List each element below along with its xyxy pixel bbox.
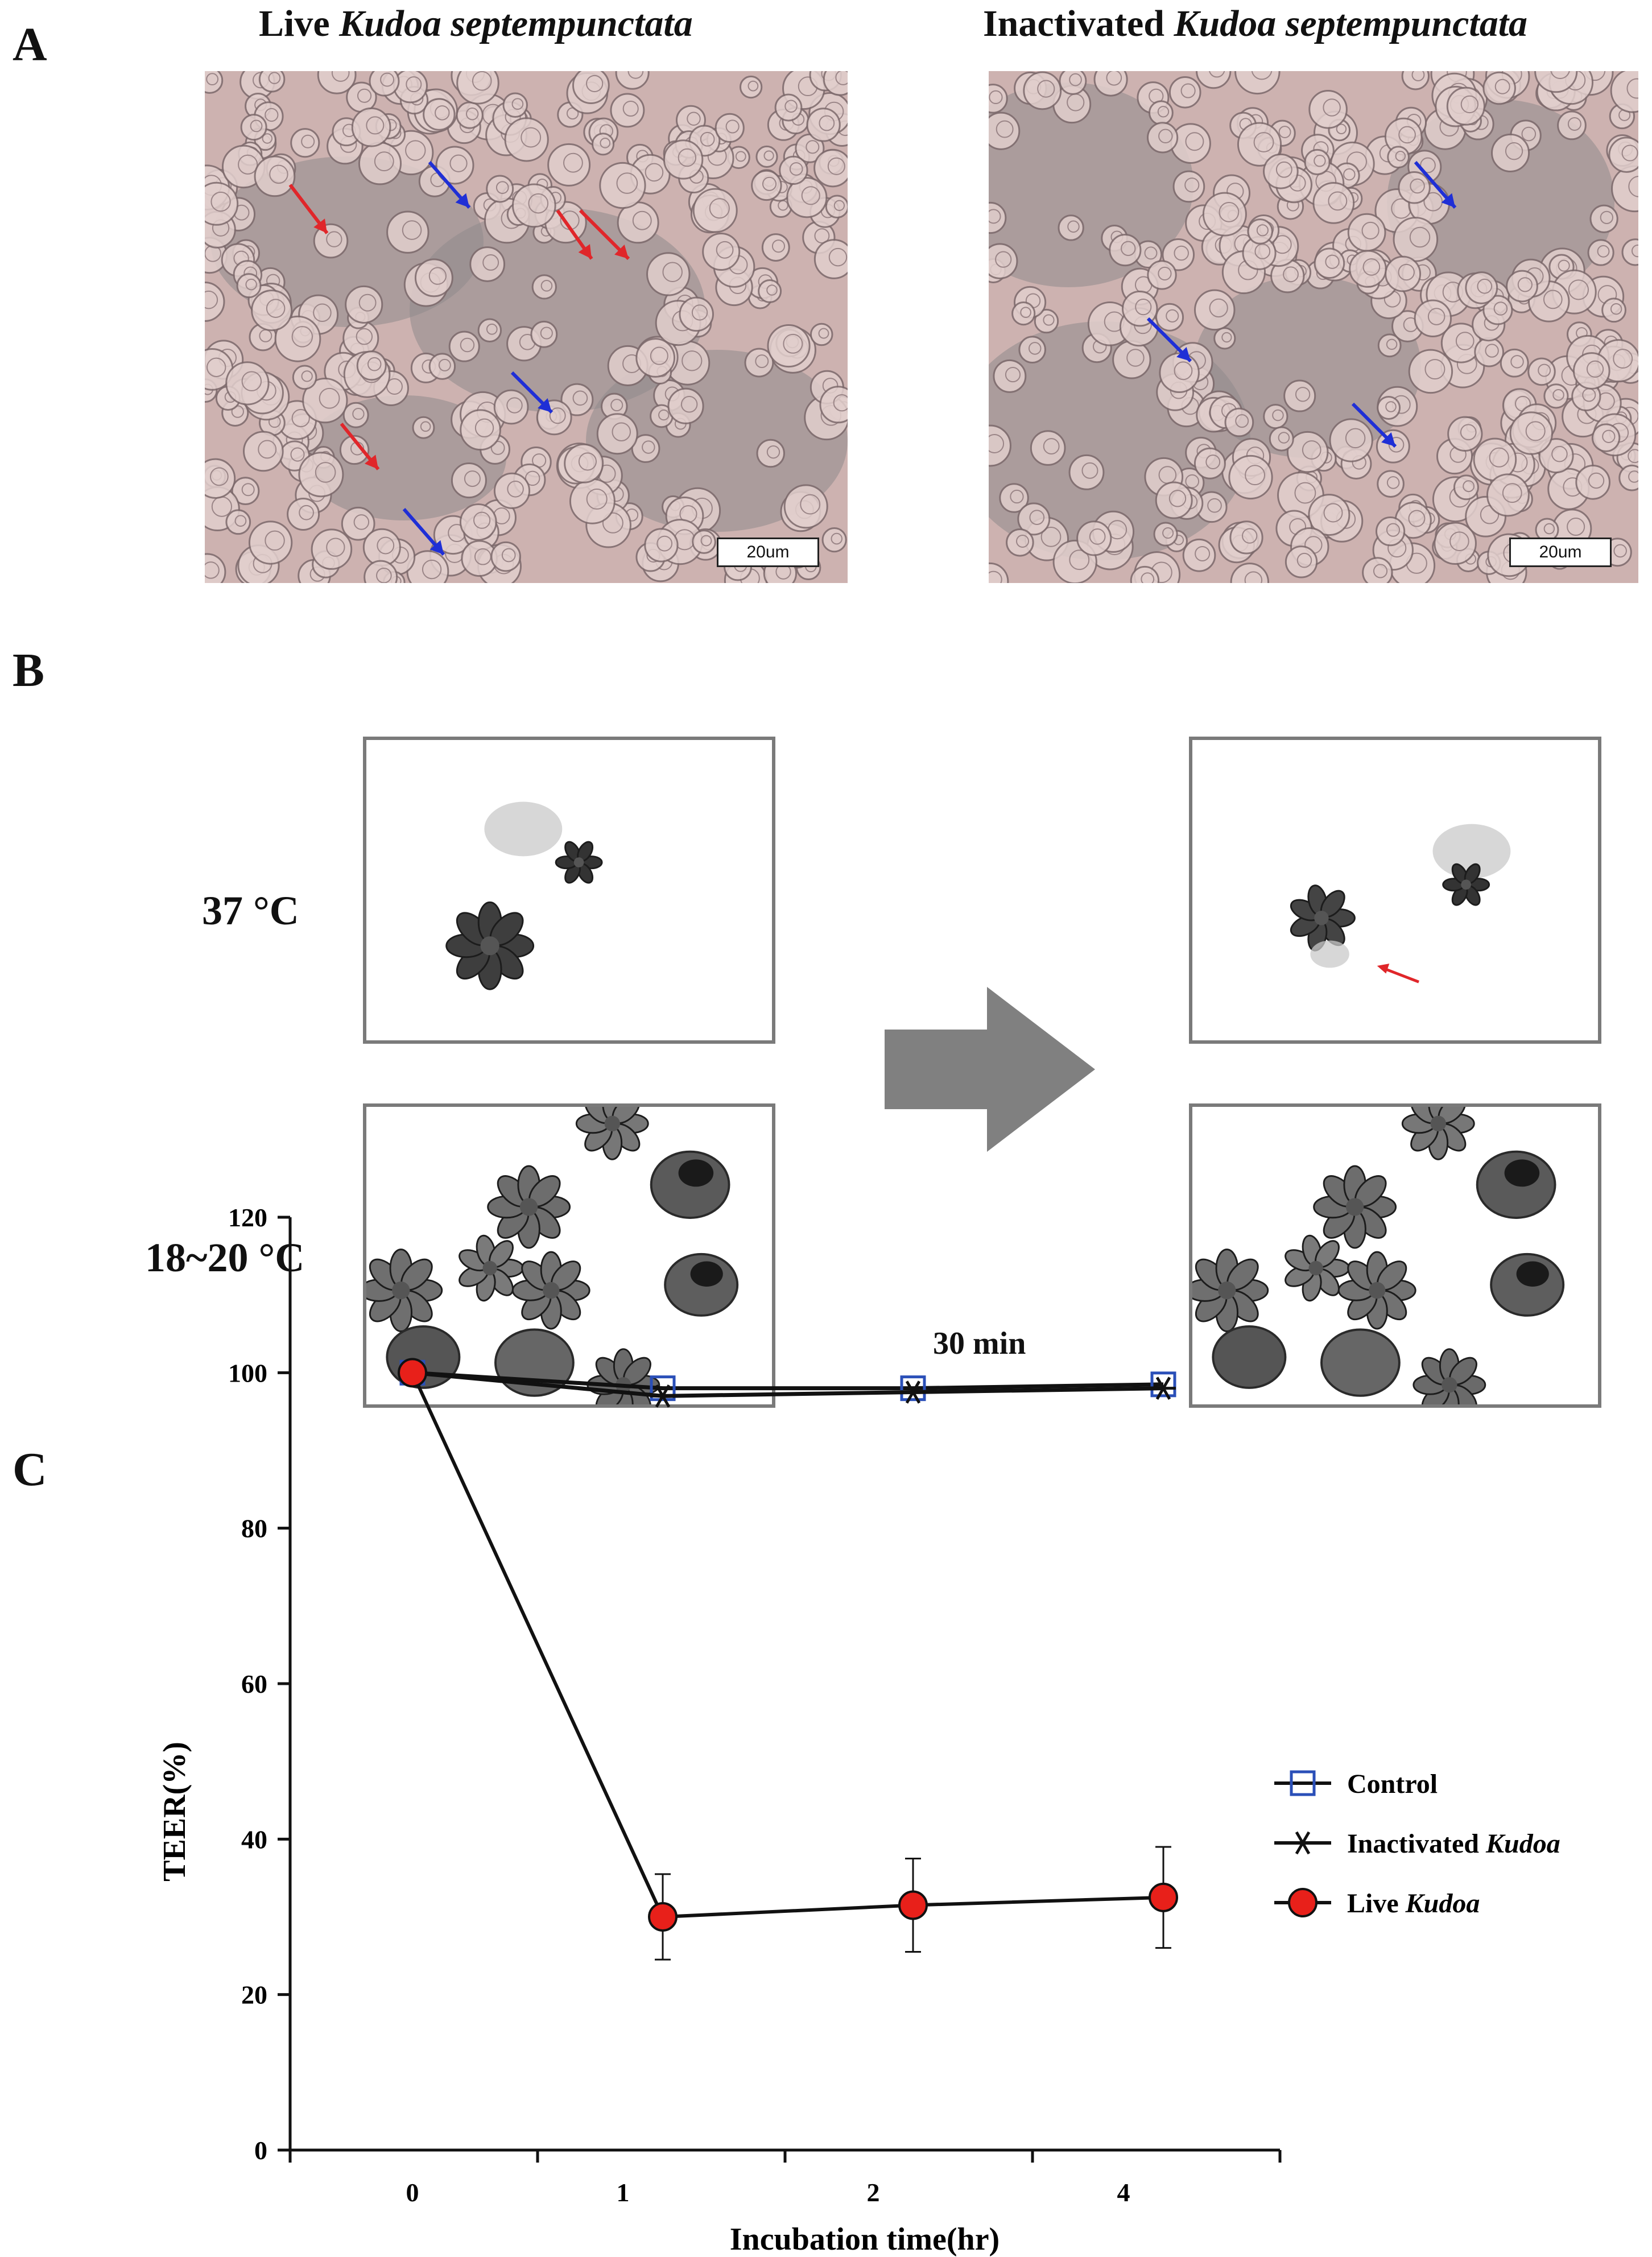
blue-arrow-icon-2: [1351, 402, 1397, 448]
series-2: [398, 1358, 1178, 1961]
data-point: [900, 1375, 926, 1402]
panel-a-right-title: Inactivated Kudoa septempunctata: [983, 2, 1527, 46]
frame-18-after: [1189, 1103, 1601, 1408]
time-label: 30 min: [933, 1326, 1026, 1361]
y-tick-label: 120: [228, 1203, 267, 1232]
blue-arrow-icon-6: [402, 508, 445, 556]
temperature-label-37: 37 °C: [202, 888, 299, 933]
series-line: [412, 1370, 1164, 1391]
y-tick-label: 80: [241, 1514, 267, 1543]
data-point: [650, 1384, 675, 1408]
temperature-label-18-20: 18~20 °C: [145, 1235, 305, 1280]
data-point: [898, 1890, 928, 1920]
y-tick-label: 0: [254, 2136, 267, 2165]
inactivated-micrograph-image: [989, 71, 1638, 583]
frame-37-before: [363, 737, 775, 1044]
y-tick-label: 40: [241, 1825, 267, 1854]
legend-label: Live Kudoa: [1347, 1888, 1480, 1919]
x-tick-label: 2: [867, 2178, 880, 2207]
blue-arrow-icon-4: [428, 161, 471, 209]
spores-18-before-image: [366, 1107, 739, 1404]
chart-series: [398, 1358, 1178, 1961]
x-tick-label: 1: [617, 2178, 630, 2207]
data-point: [650, 1375, 676, 1402]
right-title-species: Kudoa septempunctata: [1174, 3, 1528, 44]
data-point: [1149, 1882, 1178, 1912]
x-tick-label: 4: [1117, 2178, 1130, 2207]
red-arrow-icon-3: [340, 423, 380, 470]
panel-letter-a: A: [13, 18, 47, 71]
live-micrograph: 20um: [205, 71, 848, 583]
y-tick-label: 20: [241, 1981, 267, 2010]
x-axis-label: Incubation time(hr): [730, 2222, 1000, 2257]
y-axis-label: TEER(%): [157, 1742, 192, 1882]
blue-arrow-icon-1: [1146, 317, 1192, 363]
inactivated-micrograph: 20um: [989, 71, 1638, 583]
spores-37-after-image: [1290, 824, 1511, 983]
data-point: [1151, 1376, 1176, 1400]
chart-legend: Control Inactivated Kudoa Live Kudoa: [1274, 1769, 1560, 1919]
panel-a-left-title: Live Kudoa septempunctata: [259, 2, 693, 46]
series-line: [412, 1370, 1164, 1398]
series-line: [411, 1372, 1164, 1919]
frame-18-before: [363, 1103, 775, 1408]
blue-arrow-icon-0: [1414, 161, 1457, 209]
data-point: [1150, 1371, 1176, 1398]
y-tick-label: 100: [228, 1358, 267, 1387]
data-point: [398, 1358, 427, 1388]
panel-letter-b: B: [13, 644, 45, 697]
left-title-species: Kudoa septempunctata: [339, 3, 693, 44]
release-arrow-icon: [1377, 964, 1419, 983]
left-title-prefix: Live: [259, 3, 340, 44]
spores-37-before-image: [445, 801, 603, 990]
spores-18-after-image: [1192, 1107, 1565, 1404]
x-tick-label: 0: [406, 2178, 419, 2207]
panel-letter-c: C: [13, 1443, 47, 1496]
time-arrow-icon: [885, 987, 1095, 1152]
legend-entry-1: Inactivated Kudoa: [1274, 1829, 1560, 1859]
data-point: [901, 1380, 926, 1404]
inactivated-scale-bar: 20um: [1509, 538, 1612, 567]
legend-entry-2: Live Kudoa: [1274, 1888, 1480, 1919]
teer-line-chart: 0 20 40 60 80 100 120 0 1 2 4 Control Inactivated K…: [157, 1203, 1560, 2257]
legend-label: Inactivated Kudoa: [1347, 1829, 1560, 1859]
red-arrow-icon-0: [288, 184, 329, 234]
red-arrow-icon-2: [556, 209, 593, 260]
data-point: [1288, 1888, 1318, 1917]
frame-37-after: [1189, 737, 1601, 1044]
legend-label: Control: [1347, 1769, 1438, 1799]
legend-entry-0: Control: [1274, 1769, 1438, 1799]
right-title-prefix: Inactivated: [983, 3, 1174, 44]
live-micrograph-image: [205, 71, 848, 583]
data-point: [1290, 1770, 1316, 1796]
red-arrow-icon-1: [579, 209, 630, 261]
blue-arrow-icon-5: [510, 371, 554, 414]
live-scale-bar: 20um: [717, 538, 819, 567]
data-point: [648, 1902, 678, 1932]
chart-axes: 0 20 40 60 80 100 120 0 1 2 4: [228, 1203, 1282, 2207]
data-point: [1290, 1831, 1315, 1855]
y-tick-label: 60: [241, 1669, 267, 1698]
